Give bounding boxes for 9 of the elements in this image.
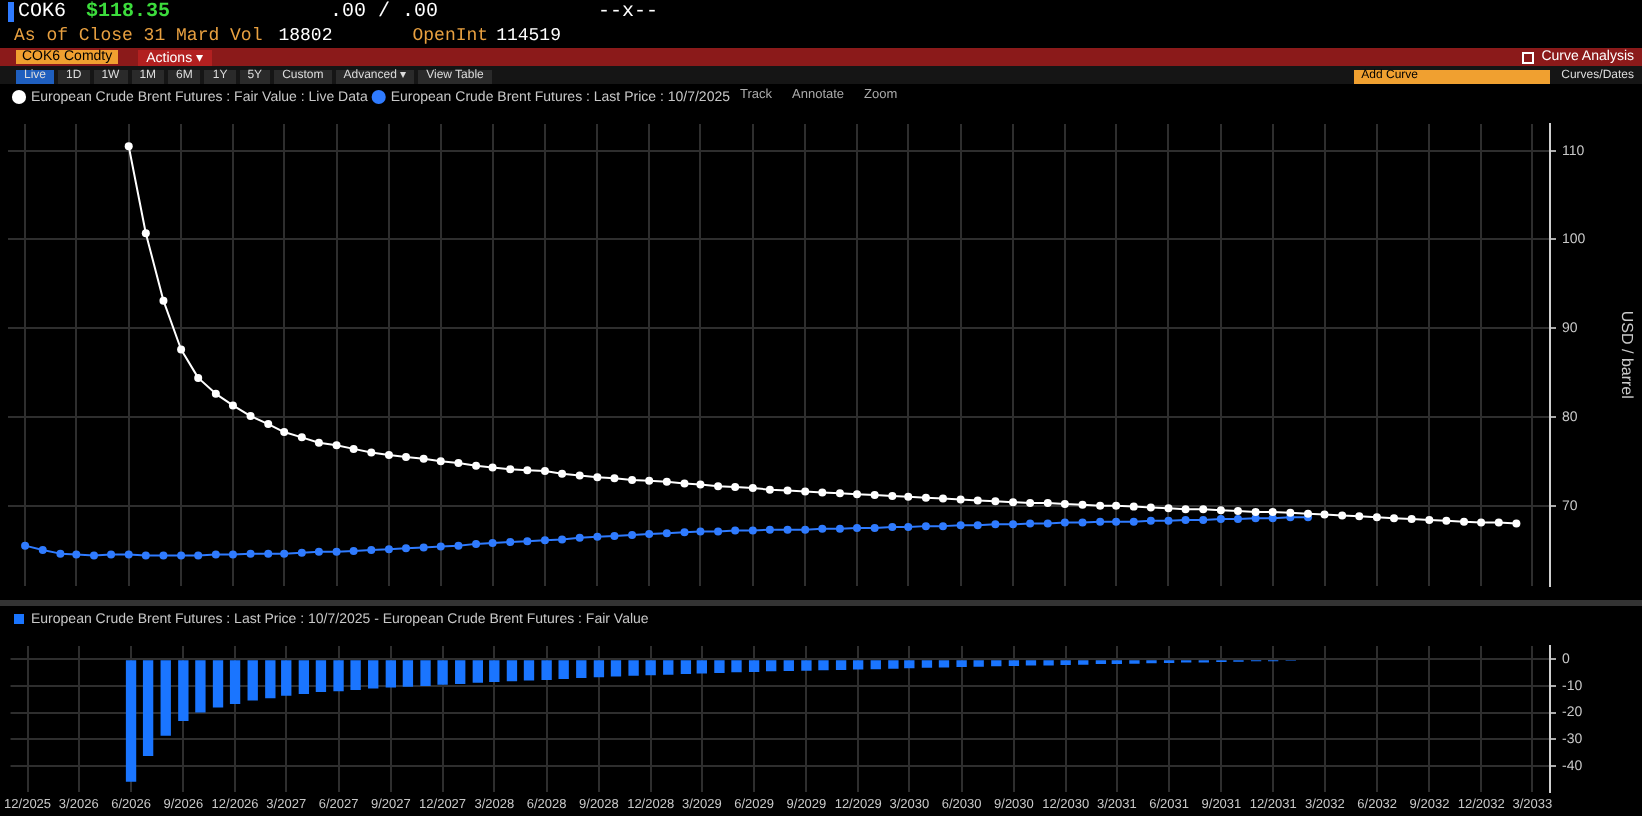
text: As of Close 31 Mard Vol bbox=[14, 26, 263, 46]
text: .00 / .00 bbox=[330, 1, 439, 23]
y-axis-title: USD / barrel bbox=[1617, 310, 1636, 400]
text: $118.35 bbox=[86, 1, 171, 23]
text: 18802 bbox=[278, 26, 333, 46]
text: --x-- bbox=[598, 1, 659, 23]
text: OpenInt bbox=[412, 26, 489, 46]
text: COK6 bbox=[18, 1, 67, 23]
text: 114519 bbox=[496, 26, 561, 46]
